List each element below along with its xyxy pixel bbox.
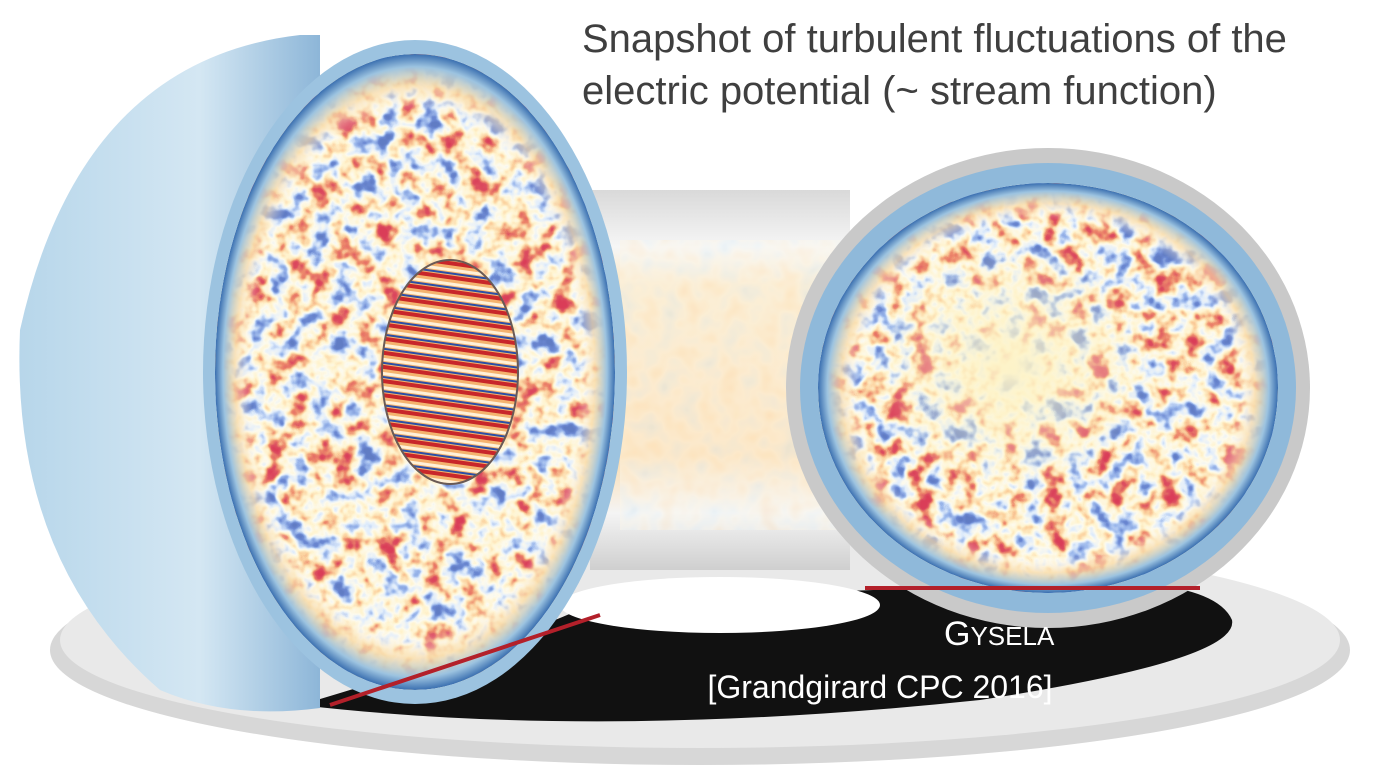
caption-line-1: Snapshot of turbulent fluctuations of th…: [582, 17, 1287, 61]
citation: [Grandgirard CPC 2016]: [707, 669, 1052, 705]
inner-hole: [381, 259, 519, 485]
code-name: GYSELA: [944, 615, 1055, 653]
right-edge-shade: [818, 183, 1278, 593]
caption-line-2: electric potential (~ stream function): [582, 69, 1217, 113]
left-cut-edge: [329, 613, 601, 707]
central-hole: [560, 577, 880, 633]
right-cross-section: [818, 183, 1278, 593]
code-initial: G: [944, 615, 970, 653]
code-rest: YSELA: [970, 621, 1054, 651]
